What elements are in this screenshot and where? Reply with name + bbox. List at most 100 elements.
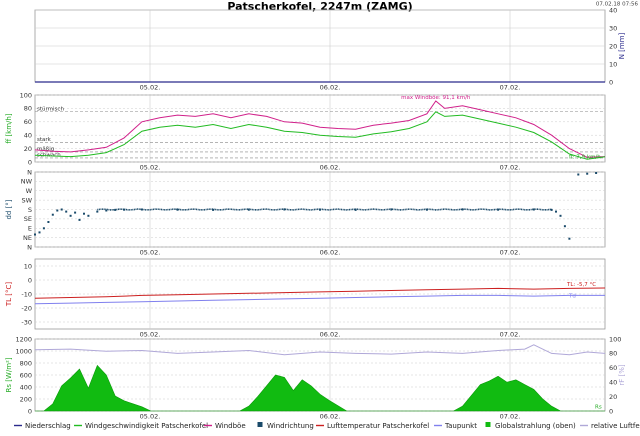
direction-point [42,227,45,230]
humidity-series-line [34,344,606,356]
legend-label-2: Windböe [215,422,246,430]
wind-day-label: 05.02. [140,164,161,172]
wind-level-label: mäßig [37,146,54,152]
rad-day-label: 05.02. [140,413,161,421]
dewpoint-series-line [34,294,605,305]
precip-tick-label: 40 [609,6,617,14]
rad-tick-label: 200 [20,395,32,403]
rh-tick-label: 60 [609,364,617,372]
rad-axis-label: Rs [W/m²] [5,357,13,392]
rad-tick-label: 800 [20,359,32,367]
dir-tick-label: W [26,187,33,195]
direction-point [563,225,566,228]
direction-point [78,218,81,221]
rh-tick-label: 40 [609,379,617,387]
precip-day-label: 06.02. [320,84,341,92]
wind-axis-label: ff [km/h] [5,113,13,143]
rh-tick-label: 0 [609,407,613,415]
legend-swatch-3 [257,422,263,427]
rad-tick-label: 1200 [15,335,32,343]
timestamp: 07.02.18 07:56 [596,2,639,8]
precip-day-label: 07.02. [500,84,521,92]
gust-series-line [34,100,606,158]
direction-point [425,208,428,211]
rad-day-label: 07.02. [500,413,521,421]
temperature-annotation: TL: -5,7 °C [566,282,596,288]
wind-tick-label: 80 [24,105,32,113]
temp-tick-label: -30 [21,318,32,326]
rad-tick-label: 1000 [15,347,32,355]
direction-point [60,208,63,211]
temp-tick-label: -20 [21,304,32,312]
temp-day-label: 05.02. [140,331,161,339]
temp-tick-label: 10 [24,262,32,270]
wind-tick-label: 20 [24,145,32,153]
legend-label-3: Windrichtung [267,422,314,430]
direction-point [96,210,99,213]
direction-point [319,208,321,211]
wind-day-label: 07.02. [500,164,521,172]
legend-label-6: Globalstrahlung (oben) [495,422,576,430]
precip-tick-label: 30 [609,24,617,32]
precip-axis-label: N [mm] [618,32,626,59]
temp-day-label: 06.02. [320,331,341,339]
dir-day-label: 05.02. [140,249,161,257]
rh-tick-label: 80 [609,350,617,358]
temp-axis-label: TL [°C] [5,282,13,308]
rh-axis-label: rF [%] [618,364,626,386]
direction-point [212,208,215,211]
direction-point [56,209,59,212]
dir-tick-label: N [27,243,32,251]
direction-point [559,214,562,217]
legend-swatch-6 [485,422,491,427]
dewpoint-annotation: Td [568,293,576,299]
dir-tick-label: SW [21,196,32,204]
direction-point [586,172,589,175]
direction-point [123,208,126,211]
wind-day-label: 06.02. [320,164,341,172]
temp-day-label: 07.02. [500,331,521,339]
radiation-annotation: Rs [595,405,602,411]
legend-label-4: Lufttemperatur Patscherkofel [327,422,429,430]
direction-point [69,214,72,217]
precip-tick-label: 10 [609,60,617,68]
rad-tick-label: 0 [28,407,32,415]
wind-level-label: stürmisch [37,106,64,112]
direction-point [577,173,580,176]
direction-band [97,208,552,211]
radiation-area [35,364,605,412]
temp-tick-label: -10 [21,290,32,298]
dir-tick-label: SE [24,215,32,223]
direction-point [38,231,41,234]
dir-tick-label: S [28,206,32,214]
dir-axis-label: dd [°] [5,199,13,219]
wind-level-label: stark [37,137,52,143]
legend-label-0: Niederschlag [25,422,71,430]
rad-tick-label: 600 [20,371,32,379]
wind-speed-series-line [34,111,606,160]
rad-tick-label: 400 [20,383,32,391]
wind-speed-annotation: ff: 7,9 km/h [569,155,601,161]
direction-point [595,172,598,174]
page-title: Patscherkofel, 2247m (ZAMG) [227,0,412,13]
max-gust-annotation: max Windböe: 91,1 km/h [401,95,471,101]
direction-point [568,237,571,240]
direction-point [105,209,108,212]
legend-label-5: Taupunkt [444,422,477,430]
direction-point [555,210,557,213]
direction-point [74,211,77,214]
precip-day-label: 05.02. [140,84,161,92]
dir-tick-label: N [27,168,32,176]
direction-point [51,213,54,216]
wind-tick-label: 40 [24,132,32,140]
temp-tick-label: 0 [28,276,32,284]
rh-tick-label: 100 [609,335,621,343]
dir-tick-label: NE [23,234,32,242]
dir-day-label: 06.02. [320,249,341,257]
rh-tick-label: 20 [609,393,617,401]
temperature-series-line [34,287,606,299]
direction-point [65,210,68,213]
direction-point [47,221,50,223]
